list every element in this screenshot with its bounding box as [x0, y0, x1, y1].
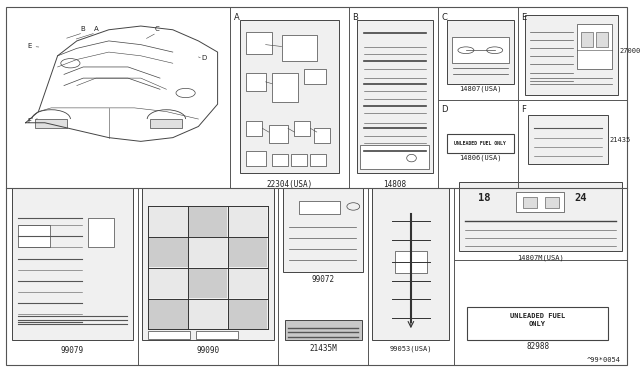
Text: B: B — [352, 13, 358, 22]
Bar — [283, 188, 363, 272]
Bar — [581, 32, 593, 46]
Text: B: B — [81, 26, 86, 32]
Text: UNLEADED FUEL ONLY: UNLEADED FUEL ONLY — [454, 141, 506, 146]
Bar — [246, 121, 262, 136]
Text: D: D — [202, 55, 207, 61]
Text: 21435M: 21435M — [309, 344, 337, 353]
Bar — [150, 119, 182, 128]
Bar — [291, 154, 307, 166]
Bar — [240, 20, 339, 173]
Bar — [372, 188, 449, 340]
Text: 99079: 99079 — [61, 346, 84, 355]
Bar — [189, 207, 227, 237]
Bar — [525, 15, 618, 95]
Bar — [596, 32, 608, 46]
Text: 21435: 21435 — [610, 137, 631, 142]
Bar — [189, 299, 227, 329]
Bar — [310, 154, 326, 166]
Bar — [189, 268, 227, 298]
Text: A: A — [234, 13, 239, 22]
Bar — [452, 37, 509, 63]
Bar — [467, 307, 608, 340]
Bar — [314, 128, 330, 143]
Bar — [149, 268, 188, 298]
Bar — [272, 154, 288, 166]
Bar — [12, 188, 133, 340]
Bar — [294, 121, 310, 136]
Bar — [149, 299, 188, 329]
Bar — [523, 197, 537, 208]
Bar — [459, 182, 622, 251]
Bar — [148, 331, 190, 339]
Text: D: D — [442, 105, 448, 114]
Text: C: C — [154, 26, 159, 32]
Text: 22304(USA): 22304(USA) — [267, 180, 313, 189]
Bar — [545, 197, 559, 208]
Bar — [228, 207, 267, 237]
Text: E: E — [27, 44, 31, 49]
Text: 14806(USA): 14806(USA) — [459, 154, 502, 161]
Bar — [35, 119, 67, 128]
Bar — [357, 20, 433, 173]
Text: 99072: 99072 — [311, 275, 335, 284]
Text: 14807M(USA): 14807M(USA) — [517, 255, 564, 261]
Bar — [228, 268, 267, 298]
Bar — [285, 320, 362, 340]
Bar — [149, 207, 188, 237]
Bar — [395, 251, 427, 273]
Bar — [18, 225, 50, 247]
Bar — [149, 237, 188, 267]
Text: ^99*0054: ^99*0054 — [587, 357, 621, 363]
Bar — [272, 73, 298, 102]
Bar — [447, 20, 514, 84]
Bar — [282, 35, 317, 61]
Bar — [360, 145, 429, 169]
Bar — [528, 115, 608, 164]
Text: F: F — [28, 118, 31, 124]
Text: 24: 24 — [574, 193, 587, 203]
Bar — [196, 331, 238, 339]
Bar — [189, 237, 227, 267]
Text: 14807(USA): 14807(USA) — [459, 86, 502, 92]
Bar — [228, 237, 267, 267]
Text: A: A — [93, 26, 99, 32]
Bar — [447, 134, 514, 153]
Text: 82988: 82988 — [526, 342, 549, 351]
Text: 99053(USA): 99053(USA) — [390, 346, 432, 352]
Text: UNLEADED FUEL
ONLY: UNLEADED FUEL ONLY — [510, 313, 565, 327]
Bar — [516, 192, 564, 212]
Bar — [142, 188, 274, 340]
Bar — [246, 32, 272, 54]
Bar — [269, 125, 288, 143]
Bar — [228, 299, 267, 329]
Bar — [577, 24, 612, 69]
Text: 27000Y: 27000Y — [620, 48, 640, 54]
Text: C: C — [442, 13, 447, 22]
Text: E: E — [522, 13, 527, 22]
Bar — [299, 201, 340, 214]
Bar — [304, 69, 326, 84]
Bar — [246, 73, 266, 91]
Text: 99090: 99090 — [196, 346, 220, 355]
Text: F: F — [522, 105, 527, 114]
Bar — [246, 151, 266, 166]
Bar — [88, 218, 114, 247]
Text: 18: 18 — [478, 193, 491, 203]
Text: 14808: 14808 — [383, 180, 406, 189]
